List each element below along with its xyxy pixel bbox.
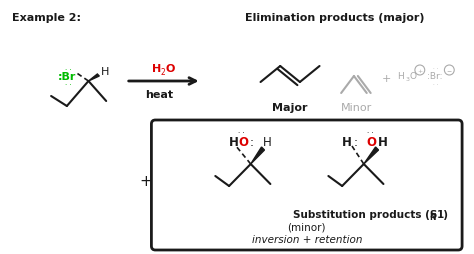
Text: · ·: · ·: [238, 130, 245, 135]
Text: H: H: [397, 71, 404, 80]
Text: · ·: · ·: [367, 130, 374, 135]
Text: :: :: [354, 136, 358, 149]
Text: −: −: [447, 68, 452, 73]
Text: · ·: · ·: [65, 82, 72, 88]
Text: heat: heat: [145, 90, 173, 100]
Text: :: :: [250, 136, 254, 149]
Text: 2: 2: [160, 67, 165, 76]
Text: O: O: [409, 71, 416, 80]
Text: O: O: [165, 64, 174, 74]
Text: Major: Major: [272, 103, 308, 113]
Text: H: H: [153, 64, 162, 74]
Text: Minor: Minor: [341, 103, 373, 113]
Polygon shape: [251, 147, 264, 164]
Polygon shape: [89, 75, 99, 82]
Text: Substitution products (S: Substitution products (S: [293, 209, 438, 219]
Text: H: H: [101, 67, 109, 77]
Text: Elimination products (major): Elimination products (major): [245, 13, 424, 23]
Text: H: H: [377, 136, 387, 149]
Text: inversion + retention: inversion + retention: [252, 234, 362, 244]
Text: (minor): (minor): [288, 222, 326, 232]
Text: 1): 1): [437, 209, 448, 219]
Text: +: +: [417, 68, 422, 73]
Text: · ·: · ·: [433, 65, 438, 70]
Text: · ·: · ·: [65, 67, 72, 73]
Text: H: H: [342, 136, 352, 149]
Text: :Br:: :Br:: [427, 71, 442, 80]
Text: O: O: [367, 136, 377, 149]
Text: +: +: [382, 74, 391, 84]
Polygon shape: [364, 147, 379, 164]
Text: 3: 3: [405, 76, 409, 81]
Text: N: N: [429, 213, 436, 222]
Text: +: +: [139, 174, 152, 189]
Text: Example 2:: Example 2:: [12, 13, 81, 23]
Text: H: H: [263, 136, 271, 149]
Text: H: H: [229, 136, 239, 149]
Text: · ·: · ·: [433, 81, 438, 86]
Text: :Br: :Br: [58, 72, 76, 82]
FancyBboxPatch shape: [151, 121, 462, 250]
Text: O: O: [238, 136, 248, 149]
